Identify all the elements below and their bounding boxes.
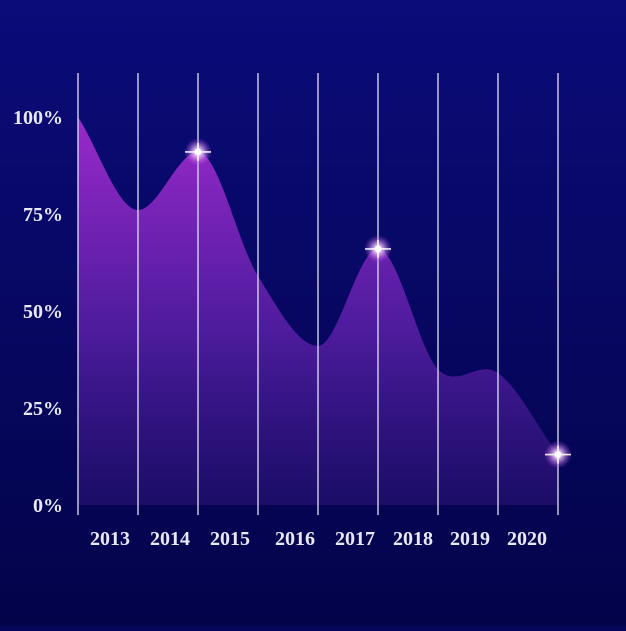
x-tick-label: 2015 [210,528,250,550]
x-tick-label: 2017 [335,528,375,550]
x-tick-label: 2018 [393,528,433,550]
y-tick-label: 100% [13,107,63,129]
x-tick-label: 2016 [275,528,315,550]
y-tick-label: 50% [23,301,63,323]
highlight-marker [184,137,212,166]
highlight-marker [364,234,392,263]
y-tick-label: 75% [23,204,63,226]
x-tick-label: 2020 [507,528,547,550]
x-tick-label: 2019 [450,528,490,550]
x-tick-label: 2014 [150,528,190,550]
x-tick-label: 2013 [90,528,130,550]
y-tick-label: 25% [23,398,63,420]
highlight-marker [544,440,572,469]
y-tick-label: 0% [33,495,63,517]
